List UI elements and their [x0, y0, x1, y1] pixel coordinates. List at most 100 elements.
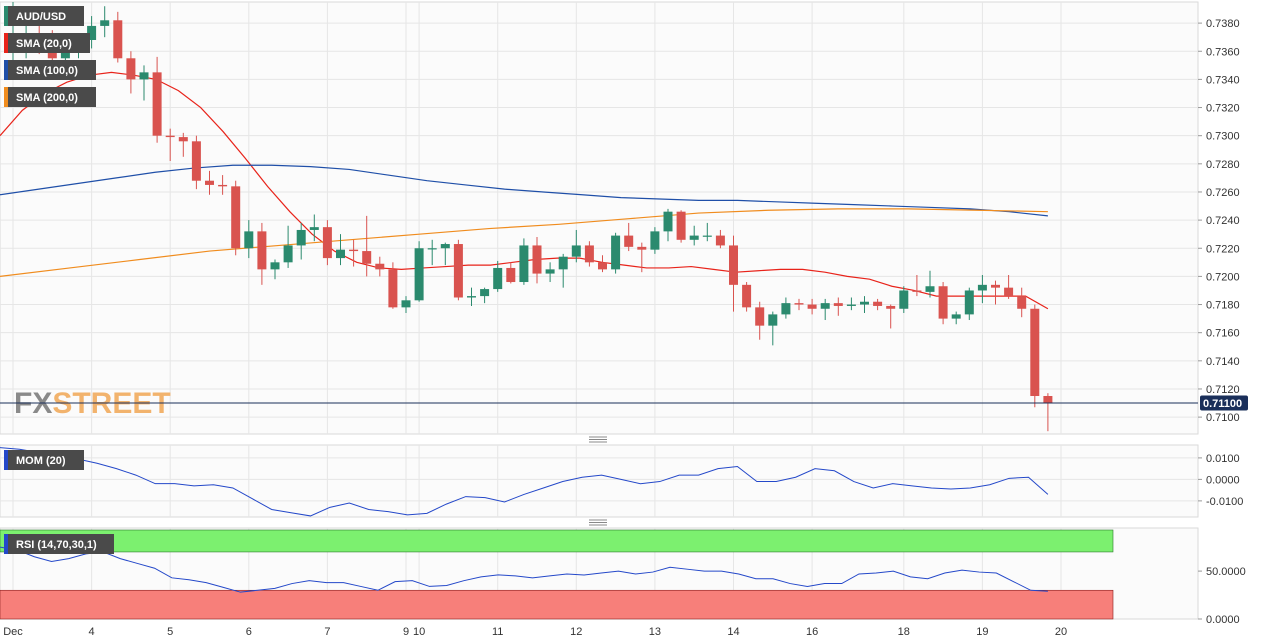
- candle: [715, 229, 725, 249]
- candle-body: [611, 235, 621, 270]
- legend-sma20[interactable]: SMA (20,0): [4, 33, 90, 53]
- legend-sma200-label: SMA (200,0): [16, 92, 78, 104]
- candle-body: [873, 301, 883, 306]
- candle-body: [427, 248, 437, 250]
- candle: [427, 239, 437, 266]
- mom-line: [0, 447, 1049, 517]
- candle: [1043, 393, 1053, 432]
- candle: [349, 239, 359, 267]
- candle-body: [676, 211, 686, 240]
- candle: [702, 222, 712, 242]
- candle: [886, 304, 896, 329]
- candle: [938, 282, 948, 325]
- candle: [833, 297, 843, 316]
- candle-body: [113, 20, 123, 59]
- candle-body: [860, 301, 869, 305]
- rsi-tick-label: 50.0000: [1206, 566, 1246, 578]
- candle-body: [309, 227, 319, 230]
- candle-body: [768, 314, 778, 326]
- candle: [453, 239, 463, 301]
- candle-body: [794, 303, 804, 305]
- rsi-panel-resize-handle[interactable]: [589, 519, 607, 526]
- mom-tick-label: 0.0000: [1206, 474, 1240, 486]
- candle: [729, 235, 738, 312]
- candle-body: [453, 244, 463, 298]
- candle-body: [584, 245, 594, 263]
- candle: [113, 11, 123, 63]
- candle-body: [977, 284, 987, 291]
- candle-body: [886, 305, 896, 309]
- grid-layer: [0, 2, 1198, 619]
- candle-body: [833, 303, 843, 306]
- rsi-tick-label: 0.0000: [1206, 614, 1240, 626]
- price-tick-label: 0.7180: [1206, 300, 1240, 312]
- candle-body: [1043, 396, 1053, 404]
- candle-body: [257, 231, 267, 270]
- candle: [545, 262, 555, 283]
- time-tick-label: 14: [727, 626, 739, 638]
- candle-body: [375, 263, 385, 270]
- mom-panel-resize-handle[interactable]: [589, 436, 607, 443]
- candle-body: [545, 269, 555, 274]
- candle-body: [755, 307, 765, 326]
- candle-body: [480, 289, 490, 297]
- candle-body: [637, 246, 647, 250]
- candle: [100, 6, 110, 38]
- mom-tick-label: -0.0100: [1206, 496, 1243, 508]
- legend-symbol[interactable]: AUD/USD: [4, 6, 84, 26]
- rsi-overbought-band: [0, 529, 1114, 553]
- candle: [309, 214, 319, 242]
- time-tick-label: 13: [649, 626, 661, 638]
- candle: [742, 282, 752, 312]
- candle: [519, 238, 529, 285]
- candle: [152, 56, 162, 143]
- candle-body: [846, 304, 856, 306]
- candle-body: [624, 235, 634, 247]
- candle-body: [1004, 287, 1014, 297]
- candle-body: [231, 186, 241, 249]
- candle: [912, 274, 922, 297]
- time-tick-label: 19: [976, 626, 988, 638]
- price-tick-label: 0.7320: [1206, 103, 1240, 115]
- candle-body: [991, 284, 1000, 288]
- candle-body: [964, 290, 974, 315]
- candle: [755, 301, 765, 340]
- candle-body: [598, 262, 607, 270]
- price-tick-label: 0.7100: [1206, 412, 1240, 424]
- candle-body: [414, 248, 424, 301]
- time-tick-label: Dec: [3, 626, 23, 638]
- candle-body: [349, 249, 359, 252]
- candle: [781, 297, 791, 319]
- rsi-oversold-band: [0, 589, 1114, 620]
- candle: [231, 180, 241, 256]
- candle-body: [820, 303, 830, 309]
- candle: [205, 170, 214, 195]
- candle: [650, 227, 660, 254]
- legend-mom[interactable]: MOM (20): [4, 450, 84, 470]
- time-tick-label: 4: [89, 626, 95, 638]
- legend-rsi[interactable]: RSI (14,70,30,1): [4, 534, 114, 554]
- candle: [807, 298, 817, 315]
- candle: [362, 215, 372, 277]
- candle: [991, 280, 1000, 305]
- legend-mom-label: MOM (20): [16, 455, 66, 467]
- legend-sma100[interactable]: SMA (100,0): [4, 60, 96, 80]
- candle-body: [807, 304, 817, 309]
- candle-body: [702, 235, 712, 237]
- current-price-tag-bg: [1200, 395, 1248, 411]
- candle: [977, 274, 987, 304]
- candle: [218, 175, 228, 195]
- candle: [558, 253, 568, 288]
- time-tick-label: 5: [167, 626, 173, 638]
- price-tick-label: 0.7360: [1206, 46, 1240, 58]
- candle-body: [650, 231, 660, 250]
- time-tick-label: 11: [492, 626, 503, 638]
- candle-body: [1030, 308, 1040, 397]
- candle-body: [87, 25, 97, 40]
- candle-body: [218, 184, 228, 187]
- mom-panel: [0, 444, 1199, 518]
- candle: [571, 229, 581, 263]
- legend-sma200[interactable]: SMA (200,0): [4, 87, 96, 107]
- candle: [165, 128, 175, 162]
